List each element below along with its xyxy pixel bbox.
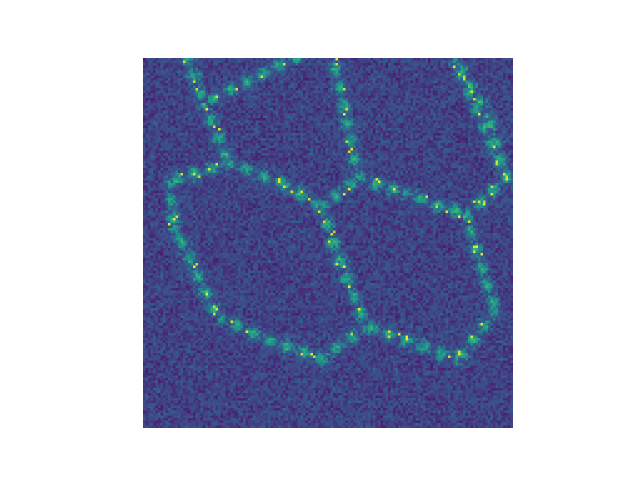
heatmap-image xyxy=(143,58,513,428)
